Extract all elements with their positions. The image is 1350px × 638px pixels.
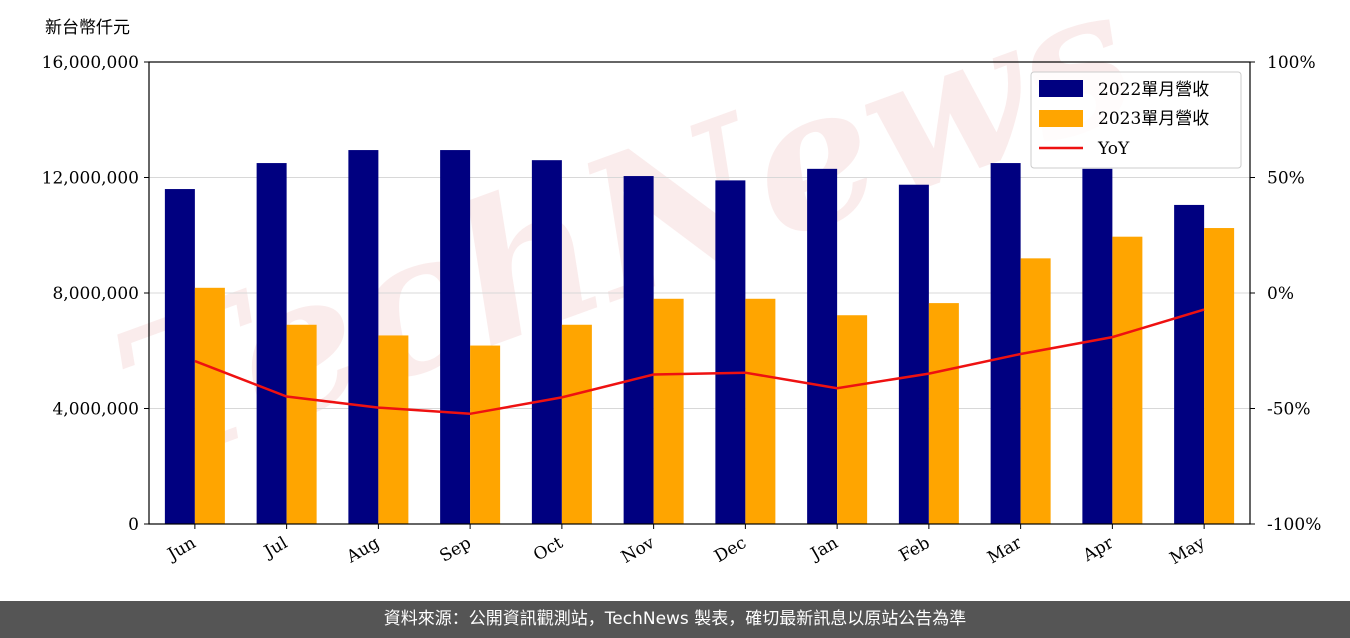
legend-box [1030,71,1242,169]
bar-2023-aug [378,335,409,524]
bar-2023-may [1204,228,1235,524]
x-tick-label-sep: Sep [436,533,474,567]
bar-2022-aug [348,150,379,524]
x-tick-label-dec: Dec [711,533,750,567]
bar-2023-oct [561,324,592,524]
y-right-tick-label: -50% [1267,400,1311,420]
legend: 2022單月營收 2023單月營收 YoY [1030,71,1242,169]
bar-2022-jun [164,189,195,525]
bar-2023-jun [194,287,225,524]
y-right-tick-label: 0% [1267,284,1294,304]
x-tick-label-jul: Jul [259,533,291,563]
bar-2022-jul [256,163,287,524]
yoy-line-layer [194,308,1205,416]
y-unit-label: 新台幣仟元 [45,18,130,38]
x-tick-label-apr: Apr [1079,533,1118,567]
y-left-tick-label: 4,000,000 [52,400,139,420]
bar-2022-jan [807,168,838,524]
y-right-tick-label: 50% [1267,169,1305,189]
bar-2022-sep [440,150,471,524]
bar-2022-mar [990,163,1021,524]
x-tick-label-mar: Mar [984,533,1026,569]
yoy-line [194,308,1205,416]
x-tick-label-oct: Oct [530,533,566,566]
source-footer: 資料來源：公開資訊觀測站，TechNews 製表，確切最新訊息以原站公告為準 [0,601,1350,638]
bar-2023-jul [286,324,317,524]
x-tick-label-jan: Jan [806,533,842,565]
revenue-chart: TechNews 04,000,0008,000,00012,000,00016… [42,0,1322,569]
x-tick-label-may: May [1166,533,1209,569]
bar-2022-nov [623,176,654,524]
bar-2023-sep [470,345,501,524]
x-tick-label-jun: Jun [163,533,200,566]
bars [164,150,1235,525]
y-right-tick-label: -100% [1267,515,1321,535]
y-left-tick-label: 16,000,000 [42,53,139,73]
legend-label-2023: 2023單月營收 [1098,109,1209,129]
bar-2022-apr [1082,168,1113,524]
x-tick-label-aug: Aug [342,533,383,568]
y-right-tick-label: 100% [1267,53,1316,73]
legend-label-2022: 2022單月營收 [1098,80,1209,100]
bar-2023-apr [1112,236,1143,524]
legend-swatch-2022 [1039,80,1083,97]
bar-2022-oct [531,160,562,525]
bar-2022-may [1174,204,1205,524]
y-left-tick-label: 8,000,000 [52,284,139,304]
bar-2023-feb [928,303,959,524]
legend-label-yoy: YoY [1097,139,1130,159]
bar-2022-dec [715,180,746,524]
bar-2023-jan [837,315,868,524]
bar-2022-feb [898,184,929,524]
x-tick-label-nov: Nov [618,533,658,568]
y-left-tick-label: 0 [128,515,139,535]
bar-2023-nov [653,298,684,524]
bar-2023-dec [745,298,776,524]
y-left-tick-label: 12,000,000 [42,169,139,189]
x-tick-label-feb: Feb [896,533,934,566]
legend-swatch-2023 [1039,110,1083,127]
bar-2023-mar [1020,258,1051,524]
